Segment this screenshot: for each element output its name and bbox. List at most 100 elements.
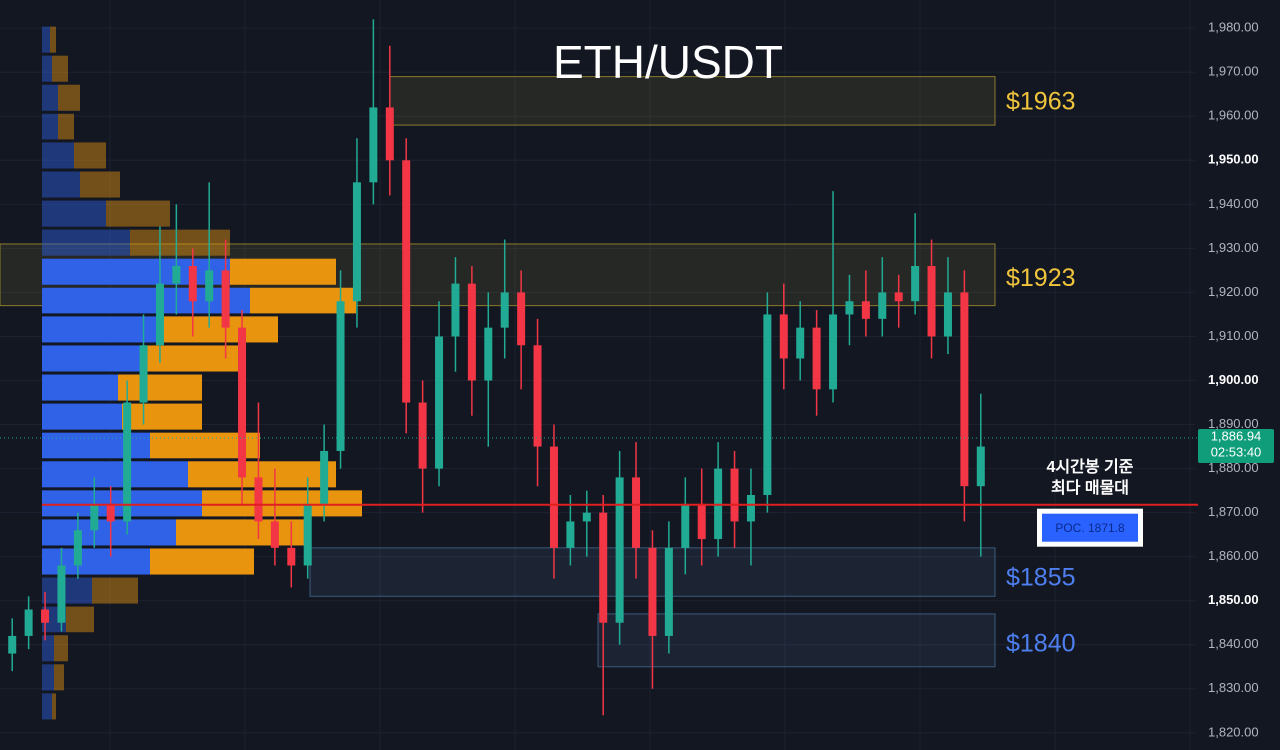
- candle-body: [911, 266, 920, 302]
- y-tick-label: 1,840.00: [1208, 636, 1259, 651]
- candle-body: [861, 301, 870, 319]
- candle-body: [566, 521, 575, 548]
- last-price-box: [1198, 429, 1274, 464]
- candle-body: [599, 512, 608, 623]
- profile-sell: [230, 258, 336, 285]
- candle-body: [615, 477, 624, 623]
- y-tick-label: 1,870.00: [1208, 504, 1259, 519]
- candle-body: [106, 503, 115, 522]
- y-tick-label: 1,820.00: [1208, 724, 1259, 739]
- profile-sell: [54, 635, 68, 662]
- profile-sell: [176, 519, 304, 546]
- profile-sell: [92, 577, 138, 604]
- y-tick-label: 1,970.00: [1208, 64, 1259, 79]
- candle-body: [697, 503, 706, 540]
- profile-buy: [42, 113, 58, 140]
- profile-buy: [42, 519, 176, 546]
- candle-body: [779, 314, 788, 359]
- candle-body: [467, 283, 476, 381]
- profile-sell: [52, 55, 68, 82]
- poc-box: [1042, 513, 1138, 542]
- candle-body: [927, 266, 936, 337]
- candle-body: [812, 327, 821, 390]
- profile-buy: [42, 316, 162, 343]
- y-tick-label: 1,880.00: [1208, 460, 1259, 475]
- candle-body: [352, 182, 361, 302]
- grid: [0, 0, 1195, 750]
- candle-body: [238, 327, 247, 478]
- profile-buy: [42, 142, 74, 169]
- candle-body: [763, 314, 772, 496]
- profile-buy: [42, 287, 250, 314]
- profile-sell: [50, 26, 56, 53]
- zone-label: $1923: [1006, 264, 1076, 292]
- profile-buy: [42, 461, 188, 488]
- annotation: 최다 매물대: [1051, 478, 1129, 497]
- candle-body: [24, 609, 33, 636]
- zone-label: $1855: [1006, 563, 1076, 591]
- candle-body: [976, 446, 985, 487]
- profile-sell: [58, 84, 80, 111]
- profile-buy: [42, 171, 80, 198]
- profile-sell: [118, 374, 202, 401]
- profile-buy: [42, 84, 58, 111]
- profile-sell: [162, 316, 278, 343]
- y-tick-label: 1,850.00: [1208, 592, 1259, 607]
- y-tick-label: 1,830.00: [1208, 680, 1259, 695]
- profile-buy: [42, 635, 54, 662]
- y-tick-label: 1,860.00: [1208, 548, 1259, 563]
- candle-body: [943, 292, 952, 337]
- candle-body: [320, 450, 329, 504]
- y-tick-label: 1,960.00: [1208, 108, 1259, 123]
- candle-body: [878, 292, 887, 319]
- y-tick-label: 1,950.00: [1208, 152, 1259, 167]
- candle-body: [90, 503, 99, 531]
- profile-sell: [150, 548, 254, 575]
- candle-body: [500, 292, 509, 328]
- profile-buy: [42, 577, 92, 604]
- profile-sell: [130, 229, 230, 256]
- candle-body: [385, 107, 394, 161]
- candle-body: [123, 402, 132, 522]
- profile-buy: [42, 432, 150, 459]
- profile-buy: [42, 26, 50, 53]
- candle-body: [664, 547, 673, 636]
- candle-body: [139, 345, 148, 403]
- candle-body: [648, 547, 657, 636]
- y-tick-label: 1,910.00: [1208, 328, 1259, 343]
- candle-body: [303, 503, 312, 566]
- candle-body: [484, 327, 493, 381]
- candle-body: [829, 314, 838, 390]
- y-tick-label: 1,940.00: [1208, 196, 1259, 211]
- profile-buy: [42, 664, 54, 691]
- zone-label: $1963: [1006, 88, 1076, 116]
- profile-buy: [42, 258, 230, 285]
- profile-sell: [58, 113, 74, 140]
- candle-body: [287, 547, 296, 566]
- candle-body: [57, 565, 66, 623]
- candle-body: [435, 336, 444, 469]
- profile-sell: [74, 142, 106, 169]
- chart-title: ETH/USDT: [553, 36, 783, 88]
- candle-body: [336, 301, 345, 451]
- zone: [597, 613, 996, 668]
- profile-sell: [122, 403, 202, 430]
- y-tick-label: 1,980.00: [1208, 20, 1259, 35]
- candles: [8, 19, 985, 716]
- profile-sell: [52, 693, 56, 720]
- profile-sell: [146, 345, 238, 372]
- candle-body: [894, 292, 903, 302]
- candle-body: [205, 270, 214, 302]
- profile-buy: [42, 490, 202, 517]
- profile-sell: [106, 200, 170, 227]
- y-tick-label: 1,890.00: [1208, 416, 1259, 431]
- profile-sell: [66, 606, 94, 633]
- candle-body: [221, 270, 230, 328]
- candle-body: [681, 503, 690, 548]
- profile-sell: [54, 664, 64, 691]
- candle-body: [845, 301, 854, 315]
- profile-buy: [42, 403, 122, 430]
- profile-sell: [80, 171, 120, 198]
